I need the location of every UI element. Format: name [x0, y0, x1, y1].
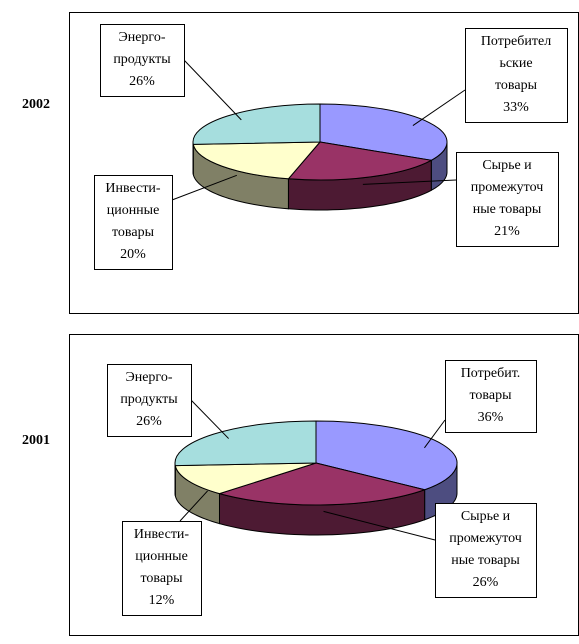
slice-label: Потребител — [481, 34, 551, 49]
slice-label: продукты — [113, 52, 171, 67]
slice-label: промежуточ — [449, 531, 522, 546]
slice-label: ьские — [499, 56, 532, 71]
slice-label: ционные — [107, 203, 160, 218]
chart-title: 2002 — [22, 97, 50, 112]
pie-slice — [193, 104, 320, 144]
value-label: 36% — [478, 410, 504, 425]
slice-label: ные товары — [473, 202, 542, 217]
slice-label: Энерго- — [125, 370, 172, 385]
value-label: 26% — [136, 414, 162, 429]
leader-line — [413, 90, 465, 126]
slice-label: ные товары — [451, 553, 520, 568]
value-label: 26% — [129, 74, 155, 89]
leader-line — [184, 60, 241, 120]
value-label: 21% — [494, 224, 520, 239]
slice-label: товары — [112, 225, 155, 240]
chart-title: 2001 — [22, 433, 50, 448]
value-label: 26% — [473, 575, 499, 590]
slice-label: промежуточ — [471, 180, 544, 195]
value-label: 33% — [503, 100, 529, 115]
leader-line — [191, 400, 229, 439]
slice-label: Энерго- — [118, 30, 165, 45]
slice-label: товары — [141, 571, 184, 586]
slice-label: товары — [495, 78, 538, 93]
slice-label: товары — [470, 388, 513, 403]
value-label: 12% — [149, 593, 175, 608]
slice-label: ционные — [135, 549, 188, 564]
pie-slice — [175, 421, 316, 466]
slice-label: Инвести- — [105, 181, 161, 196]
slice-label: продукты — [120, 392, 178, 407]
slice-label: Инвести- — [134, 527, 190, 542]
slice-label: Потребит. — [461, 366, 521, 381]
value-label: 20% — [120, 247, 146, 262]
slice-label: Сырье и — [482, 158, 532, 173]
slice-label: Сырье и — [461, 509, 511, 524]
